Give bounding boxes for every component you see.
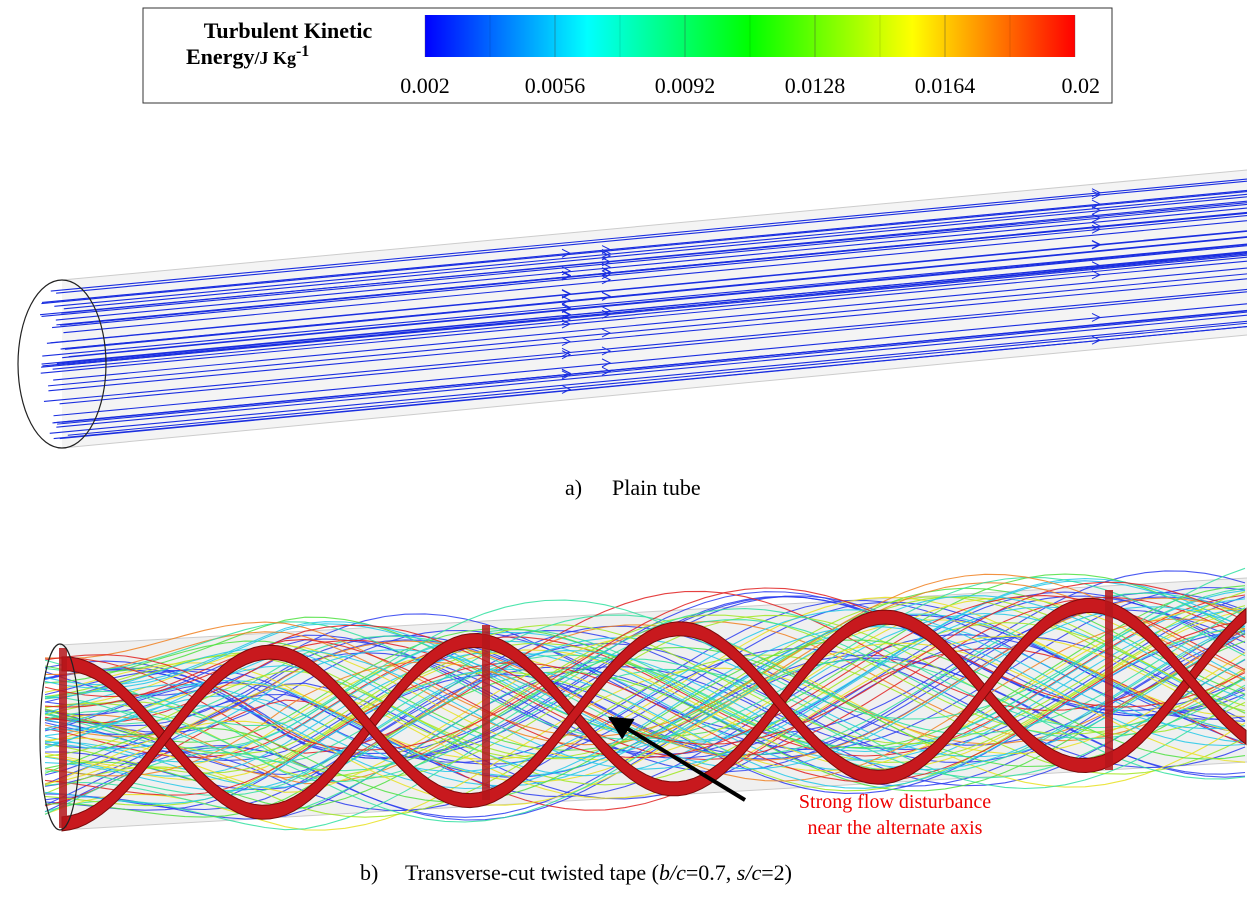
colorbar-tick-label: 0.002	[400, 73, 450, 98]
caption-ratio-value: =0.7,	[686, 860, 737, 885]
legend-title: Energy	[186, 44, 254, 69]
colorbar-tick-label: 0.0092	[655, 73, 716, 98]
plain-tube	[40, 170, 1247, 448]
legend-unit-exp: -1	[296, 43, 309, 60]
colorbar-tick-label: 0.0056	[525, 73, 586, 98]
caption-ratio: b/c	[659, 860, 686, 885]
tape-cut	[482, 625, 490, 800]
caption-label: b)	[360, 860, 378, 885]
twisted-tape-tube	[45, 568, 1247, 831]
figure: Turbulent Kinetic Energy/J Kg-1 0.002 0.0…	[0, 0, 1247, 912]
caption-label: a)	[565, 475, 582, 500]
page: Turbulent Kinetic Energy/J Kg-1 0.002 0.0…	[0, 0, 1247, 912]
colorbar-tick-label: 0.0128	[785, 73, 846, 98]
caption: Transverse-cut twisted tape (b/c=0.7, s/…	[405, 860, 792, 885]
tape-cut	[1105, 590, 1113, 770]
annotation: Strong flow disturbance	[799, 791, 991, 813]
colorbar-tick-label: 0.0164	[915, 73, 976, 98]
caption: Transverse-cut twisted tape (	[405, 860, 659, 885]
colorbar-tick-label: 0.02	[1062, 73, 1101, 98]
legend-title: Turbulent Kinetic	[204, 18, 373, 43]
legend-unit: /J Kg	[253, 48, 296, 68]
caption: Plain tube	[612, 475, 701, 500]
annotation: near the alternate axis	[808, 817, 983, 839]
caption-ratio: s/c	[737, 860, 762, 885]
caption-ratio-value: =2)	[761, 860, 792, 885]
tape-cut	[59, 648, 67, 828]
